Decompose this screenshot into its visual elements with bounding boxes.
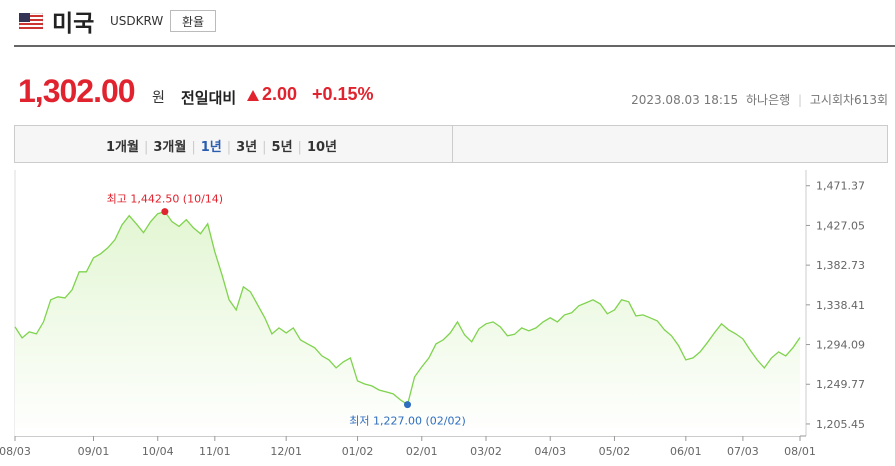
period-tab[interactable]: 1년 (200, 140, 222, 155)
up-icon (247, 90, 259, 101)
period-tab[interactable]: 5년 (271, 140, 293, 155)
annotation: 최고 1,442.50 (10/14) (107, 193, 224, 206)
chart: 1,205.45 1,249.77 1,294.09 1,338.41 1,382.73… (0, 170, 865, 458)
meta-round: 고시회차613회 (809, 93, 888, 107)
rate-button[interactable]: 환율 (170, 10, 216, 32)
compare-label: 전일대비 (181, 89, 237, 107)
period-tab[interactable]: 3개월 (153, 140, 187, 155)
x-tick-label: 07/03 (727, 445, 759, 458)
x-tick-label: 10/04 (142, 445, 174, 458)
x-tick-label: 04/03 (534, 445, 566, 458)
title: 미국 (52, 11, 95, 37)
period-tab[interactable]: 1개월 (106, 140, 139, 155)
tab-list: 1개월 | 3개월 | 1년 | 3년 | 5년 | 10년 (106, 140, 337, 155)
unit: 원 (152, 90, 165, 106)
x-tick-label: 08/03 (0, 445, 31, 458)
divider (14, 45, 895, 47)
annotation: 최저 1,227.00 (02/02) (349, 415, 466, 428)
y-tick-label: 1,249.77 (816, 378, 865, 391)
y-tick-label: 1,294.09 (816, 339, 865, 352)
extreme-point (404, 401, 411, 409)
x-tick-label: 01/02 (342, 445, 374, 458)
x-tick-label: 11/01 (199, 445, 231, 458)
x-tick-label: 12/01 (270, 445, 302, 458)
change: 2.00 (262, 84, 298, 104)
x-tick-label: 08/01 (784, 445, 816, 458)
meta-bank: 하나은행 (746, 93, 791, 107)
meta-time: 2023.08.03 18:15 (631, 93, 739, 107)
y-tick-label: 1,471.37 (816, 180, 865, 193)
x-tick-label: 05/02 (599, 445, 631, 458)
meta: 2023.08.03 18:15 하나은행 | 고시회차613회 (631, 93, 888, 107)
x-tick-label: 06/01 (670, 445, 702, 458)
x-tick-label: 02/01 (406, 445, 438, 458)
code: USDKRW (110, 14, 164, 28)
y-tick-label: 1,382.73 (816, 259, 865, 272)
price: 1,302.00 (18, 73, 136, 109)
x-tick-label: 03/02 (470, 445, 502, 458)
area-fill (15, 211, 800, 436)
y-tick-label: 1,427.05 (816, 219, 865, 232)
period-tab[interactable]: 10년 (306, 140, 337, 155)
x-tick-label: 09/01 (78, 445, 110, 458)
y-tick-label: 1,338.41 (816, 299, 865, 312)
change-percent: +0.15% (312, 84, 374, 104)
y-tick-label: 1,205.45 (816, 418, 865, 431)
extreme-point (161, 208, 169, 216)
flag-icon (19, 13, 43, 29)
period-tab[interactable]: 3년 (236, 140, 258, 155)
period-tabs: 1개월 | 3개월 | 1년 | 3년 | 5년 | 10년 (14, 125, 888, 163)
